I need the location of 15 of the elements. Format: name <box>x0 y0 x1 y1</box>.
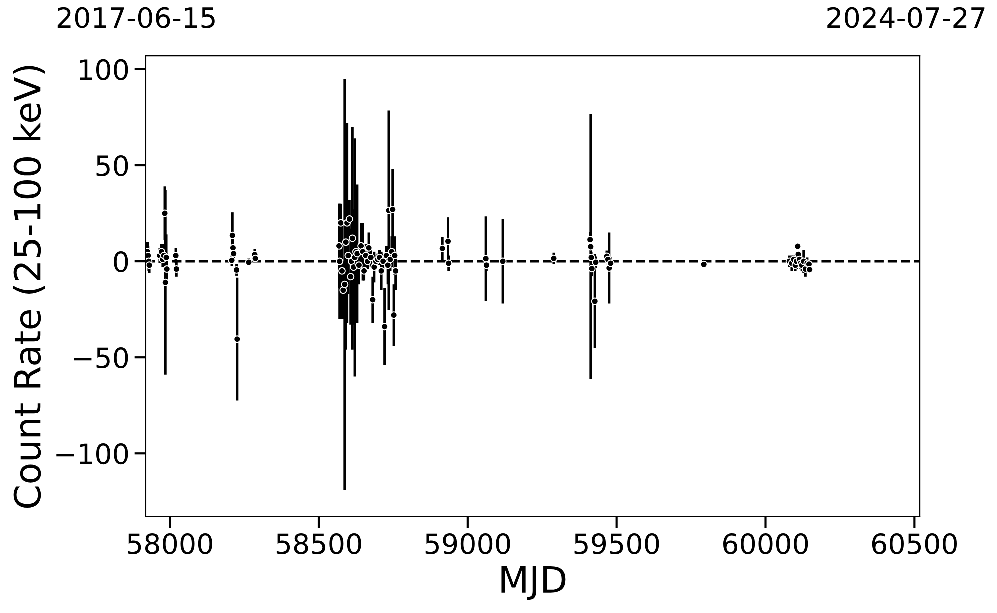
y-tick-label: 50 <box>96 155 128 176</box>
y-tick-label: −100 <box>56 444 128 465</box>
text: 2024-07-27 <box>828 7 985 28</box>
y-axis-title: Count Rate (25-100 keV) <box>13 66 46 508</box>
x-tick-label: 59000 <box>426 533 510 554</box>
y-tick-label: 0 <box>114 251 128 272</box>
y-tick-label: −50 <box>74 348 128 369</box>
x-tick-label: 60500 <box>872 533 958 554</box>
x-tick-label: 60000 <box>724 533 808 554</box>
y-tick-label: 100 <box>80 59 128 80</box>
x-axis-title: MJD <box>502 566 566 600</box>
x-tick-label: 59500 <box>574 533 660 554</box>
text: 2017-06-15 <box>58 7 215 28</box>
x-tick-label: 58500 <box>276 533 362 554</box>
x-tick-label: 58000 <box>128 533 212 554</box>
